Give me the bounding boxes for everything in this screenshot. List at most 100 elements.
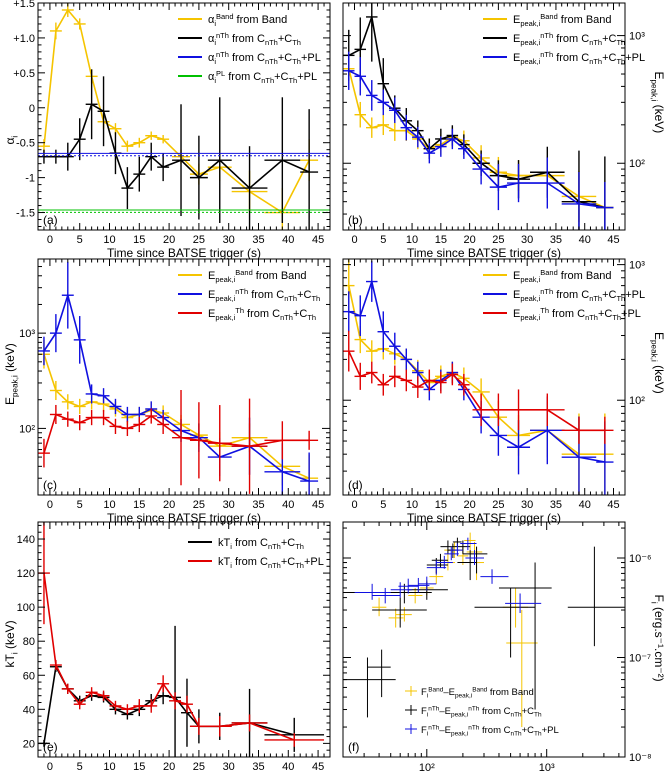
panel-e: 0 5 10 15 20 25 30 35 40 45 Time since BATSE trigg… — [3, 521, 331, 775]
legend: αiBand from Band αinTh from CnTh+CTh αinTh… — [178, 12, 321, 85]
legend-label: αiBand from Band — [208, 12, 287, 28]
y-axis-title: kTi (keV) — [3, 620, 19, 667]
y-tick-label: 40 — [23, 704, 35, 716]
plot-area — [343, 532, 625, 728]
x-tick-label: 45 — [312, 761, 324, 773]
x-tick-label: 20 — [163, 234, 175, 246]
x-tick-label: 35 — [252, 761, 264, 773]
series-line — [348, 350, 605, 432]
x-tick-label: 0 — [47, 234, 53, 246]
x-tick-label: 30 — [223, 499, 235, 511]
series-3 — [38, 209, 330, 213]
legend-label: Epeak,inTh from CnTh+CTh — [513, 31, 625, 47]
y-tick-label: +0.5 — [13, 68, 35, 80]
y-axis-title-text: Epeak,i (keV) — [650, 72, 666, 134]
series-line — [43, 413, 310, 454]
legend-label: FinTh–Epeak,inTh from CnTh+CTh — [421, 705, 542, 718]
series-line — [43, 572, 295, 741]
x-tick-label: 0 — [351, 499, 357, 511]
y-tick-label: -0.5 — [16, 138, 35, 150]
x-tick-label: 30 — [223, 761, 235, 773]
x-tick-label: 35 — [550, 499, 562, 511]
x-tick-label: 35 — [252, 499, 264, 511]
panel-label: (e) — [43, 740, 58, 754]
x-tick-label: 35 — [252, 234, 264, 246]
legend-label: Epeak,iTh from CnTh+CTh — [208, 306, 316, 322]
y-tick-label: 120 — [17, 568, 35, 580]
y-tick-label: -1.5 — [16, 208, 35, 220]
x-tick-label: 45 — [607, 499, 619, 511]
y-axis-title-text: Epeak,i (keV) — [3, 343, 19, 405]
x-axis-title: Time since BATSE trigger (s) — [107, 773, 261, 775]
series-line — [44, 103, 310, 190]
plot-area — [38, 522, 325, 757]
x-tick-label: 5 — [77, 499, 83, 511]
legend-label: Epeak,iBand from Band — [513, 12, 612, 28]
axes-frame — [37, 521, 331, 758]
y-tick-label: -1 — [25, 173, 35, 185]
legend: kTi from CnTh+CTh kTi from CnTh+CTh+PL — [188, 537, 324, 570]
x-axis-title: Time since BATSE trigger (s) — [407, 246, 561, 260]
x-tick-label: 25 — [492, 234, 504, 246]
x-tick-label: 15 — [133, 499, 145, 511]
legend-label: Epeak,iTh from CnTh+CTh+PL — [513, 306, 641, 322]
x-tick-label: 5 — [77, 761, 83, 773]
legend-label: Epeak,iBand from Band — [208, 268, 307, 284]
x-tick-label: 0 — [351, 234, 357, 246]
x-tick-label: 20 — [163, 499, 175, 511]
plot-area — [38, 261, 319, 495]
plot-area — [343, 259, 614, 495]
y-tick-label: 10³ — [629, 31, 645, 43]
x-tick-label: 10 — [103, 499, 115, 511]
panel-label: (b) — [348, 213, 363, 227]
series-2 — [354, 537, 542, 614]
series-line — [348, 13, 606, 209]
y-tick-label: 100 — [17, 602, 35, 614]
y-tick-label: 0 — [29, 103, 35, 115]
legend-label: Epeak,inTh from CnTh+CTh+PL — [513, 287, 645, 303]
x-tick-label: 10² — [419, 762, 435, 774]
series-line — [348, 68, 606, 209]
x-axis-title: Time since BATSE trigger (s) — [107, 511, 261, 525]
x-tick-label: 40 — [579, 499, 591, 511]
series-2 — [38, 390, 319, 494]
y-tick-label: +1.0 — [13, 33, 35, 45]
x-tick-label: 35 — [550, 234, 562, 246]
series-0 — [38, 625, 325, 757]
legend-label: αinTh from CnTh+CTh — [208, 31, 301, 47]
y-tick-label: 20 — [23, 738, 35, 750]
axes-frame — [342, 2, 626, 231]
x-tick-label: 15 — [133, 234, 145, 246]
legend-label: αinTh from CnTh+CTh+PL — [208, 50, 321, 66]
series-line — [43, 292, 310, 482]
x-tick-label: 0 — [47, 761, 53, 773]
legend-label: kTi from CnTh+CTh+PL — [218, 556, 324, 570]
panel-label: (d) — [348, 478, 363, 492]
y-tick-label: 60 — [23, 670, 35, 682]
axes-frame — [37, 2, 331, 231]
y-tick-label: 10³ — [629, 260, 645, 272]
x-tick-label: 10 — [103, 761, 115, 773]
legend-label: Epeak,iBand from Band — [513, 268, 612, 284]
panel-a: 0 5 10 15 20 25 30 35 40 45 Time since BATSE trigg… — [3, 0, 331, 260]
x-tick-label: 25 — [193, 234, 205, 246]
x-tick-label: 10 — [406, 234, 418, 246]
legend: Epeak,iBand from Band Epeak,inTh from CnT… — [483, 12, 645, 66]
x-tick-label: 30 — [521, 234, 533, 246]
x-tick-label: 45 — [312, 234, 324, 246]
y-axis-title: Epeak,i (keV) — [3, 343, 19, 405]
y-tick-label: 80 — [23, 636, 35, 648]
x-tick-label: 20 — [463, 234, 475, 246]
x-tick-label: 0 — [47, 499, 53, 511]
axes-frame — [342, 521, 626, 758]
x-tick-label: 30 — [223, 234, 235, 246]
y-tick-label: 140 — [17, 534, 35, 546]
series-2 — [343, 330, 614, 444]
x-tick-label: 5 — [380, 234, 386, 246]
y-axis-title-text: αi — [3, 136, 19, 145]
legend-label: αiPL from CnTh+CTh+PL — [208, 69, 317, 85]
x-tick-label: 20 — [463, 499, 475, 511]
y-tick-label: 10⁻⁷ — [629, 652, 651, 664]
